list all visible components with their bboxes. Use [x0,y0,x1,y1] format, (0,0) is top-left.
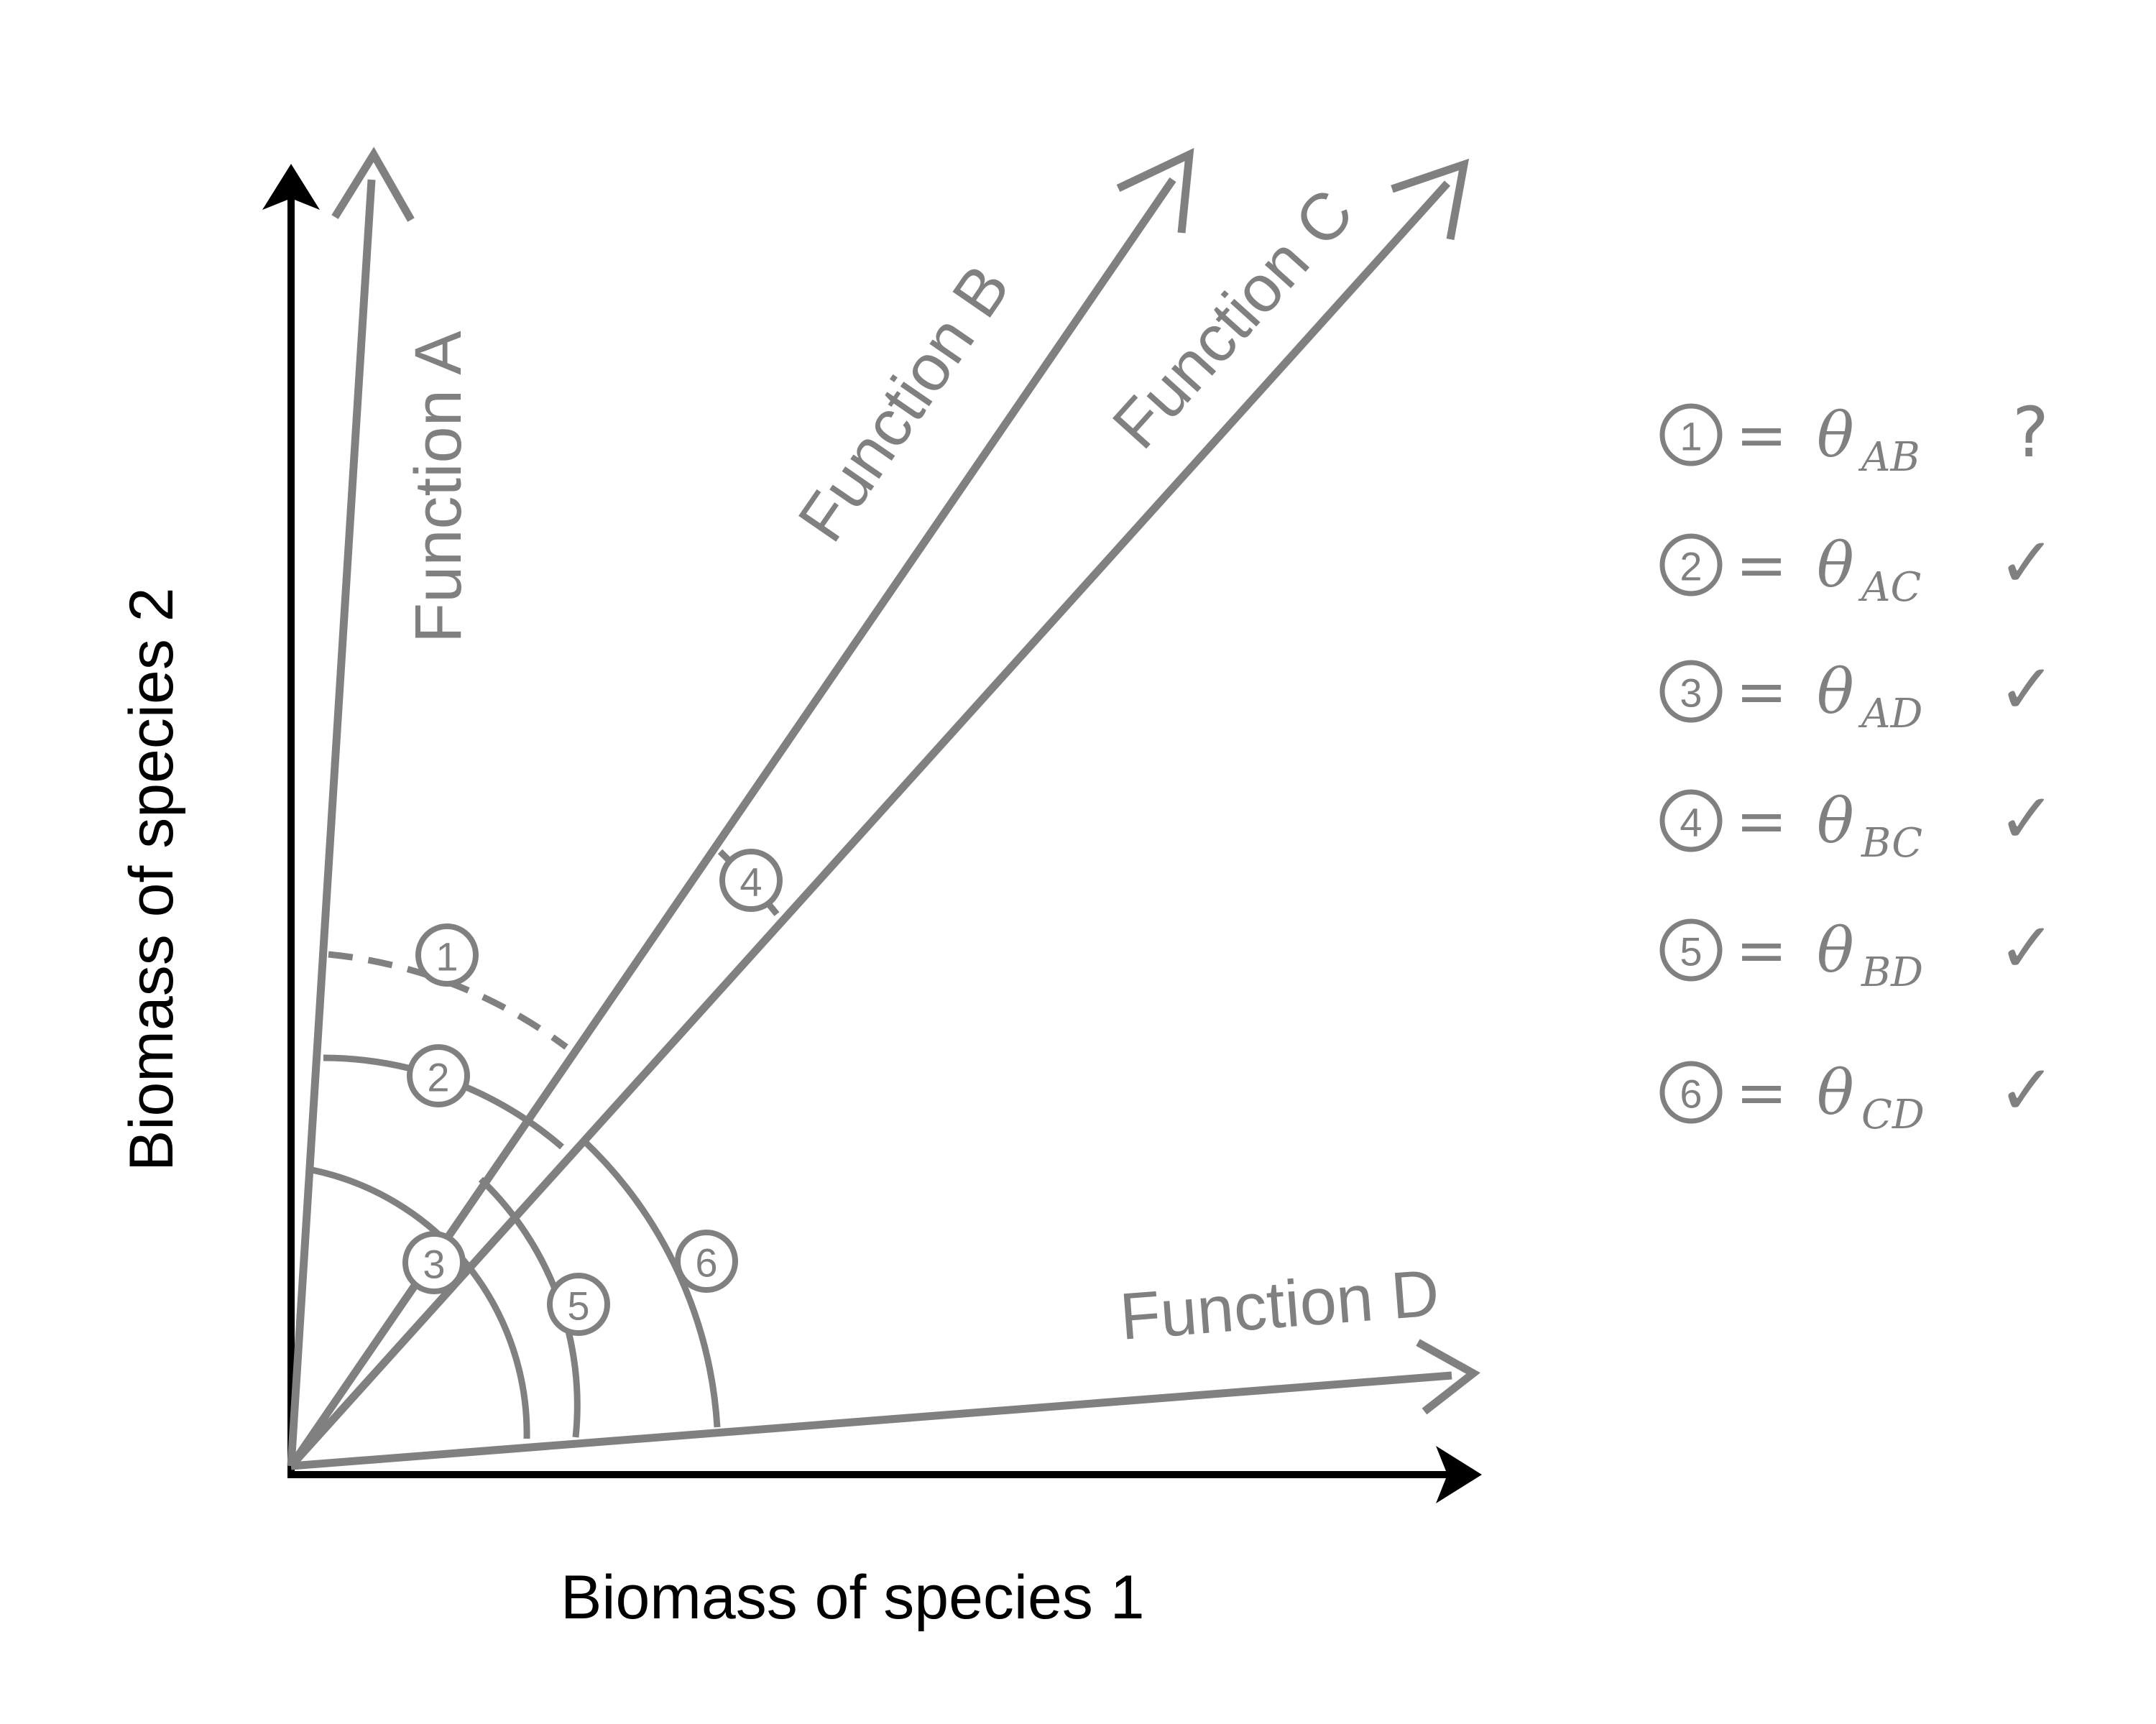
legend-check-mark: ✓ [1998,522,2055,603]
y-axis-arrowhead [262,164,320,210]
badge-number: 2 [427,1055,449,1100]
function-d-arrowhead [1416,1339,1480,1415]
legend-equals: = [1736,656,1787,728]
legend-number-ring [1659,403,1723,466]
legend-check-mark: ✓ [1998,908,2055,988]
legend-row-6: 6 = θ CD ✓ [1659,1050,2055,1138]
legend-theta: θ [1817,656,1854,728]
legend-row-2: 2 = θ AC ✓ [1659,522,2055,611]
badge-number: 5 [567,1283,589,1329]
function-a-label: Function A [402,331,475,643]
legend-number: 4 [1680,800,1702,845]
function-c-arrowhead [1391,158,1470,240]
badge-1: 1 [415,923,479,987]
legend-row-1: 1 = θ AB ? [1659,392,2049,481]
badge-number: 1 [436,934,458,979]
badge-ring [415,923,479,987]
angle-arcs [311,849,780,1439]
function-a-vector [287,179,376,1467]
badge-ring [407,1044,470,1107]
angle-arc-3 [311,1166,530,1439]
legend-number: 6 [1680,1071,1702,1117]
badge-number: 3 [423,1242,445,1287]
legend-number: 2 [1680,544,1702,589]
badge-number: 6 [695,1240,717,1286]
legend-subscript: AC [1858,564,1921,611]
badge-4: 4 [719,849,783,912]
legend-row-4: 4 = θ BC ✓ [1659,778,2055,867]
legend-equals: = [1736,785,1787,857]
legend-check-mark: ✓ [1998,778,2055,859]
function-b-arrowhead [1116,147,1194,234]
function-c-vector [287,180,1451,1469]
badge-5: 5 [547,1273,610,1336]
legend-theta: θ [1817,915,1854,987]
legend-number-ring [1659,533,1723,596]
legend-number-ring [1659,918,1723,982]
legend-equals: = [1736,915,1787,987]
legend-number: 1 [1680,414,1702,459]
legend-subscript: BD [1861,949,1923,996]
function-vectors [287,147,1480,1470]
function-a-arrowhead [331,147,415,222]
badge-number: 4 [740,859,762,905]
legend-subscript: BC [1861,820,1922,867]
badge-3: 3 [402,1231,466,1294]
legend-check-mark: ✓ [1998,1050,2055,1130]
function-d-label: Function D [1118,1256,1442,1354]
badge-ring [547,1273,610,1336]
function-d-vector [290,1371,1452,1470]
badge-ring [719,849,783,912]
legend-number: 3 [1680,670,1702,716]
badge-ring [675,1230,738,1293]
legend-number-ring [1659,789,1723,852]
legend-equals: = [1736,400,1787,471]
legend-equals: = [1736,1057,1787,1129]
legend-subscript: AB [1858,434,1920,481]
legend-subscript: CD [1861,1092,1925,1138]
legend-theta: θ [1817,400,1854,471]
x-axis-arrowhead [1436,1446,1482,1503]
legend-theta: θ [1817,1057,1854,1129]
legend-number: 5 [1680,929,1702,974]
legend-number-ring [1659,660,1723,723]
legend-theta: θ [1817,785,1854,857]
legend-check-mark: ✓ [1998,649,2055,729]
legend-subscript: AD [1858,691,1922,737]
badge-6: 6 [675,1230,738,1293]
angle-badges: 1 2 3 4 5 6 [402,849,783,1336]
y-axis-label: Biomass of species 2 [117,587,186,1171]
axis-labels: Biomass of species 1 Biomass of species … [117,587,1145,1632]
legend-number-ring [1659,1061,1723,1124]
axes [262,164,1482,1503]
badge-2: 2 [407,1044,470,1107]
badge-ring [402,1231,466,1294]
legend: 1 = θ AB ? 2 = θ AC ✓ 3 = θ AD ✓ 4 = θ B… [1659,392,2055,1138]
legend-row-5: 5 = θ BD ✓ [1659,908,2055,996]
legend-equals: = [1736,530,1787,601]
legend-question-mark: ? [2012,392,2049,473]
legend-theta: θ [1817,530,1854,601]
x-axis-label: Biomass of species 1 [561,1563,1145,1632]
legend-row-3: 3 = θ AD ✓ [1659,649,2055,737]
function-b-label: Function B [784,252,1023,554]
